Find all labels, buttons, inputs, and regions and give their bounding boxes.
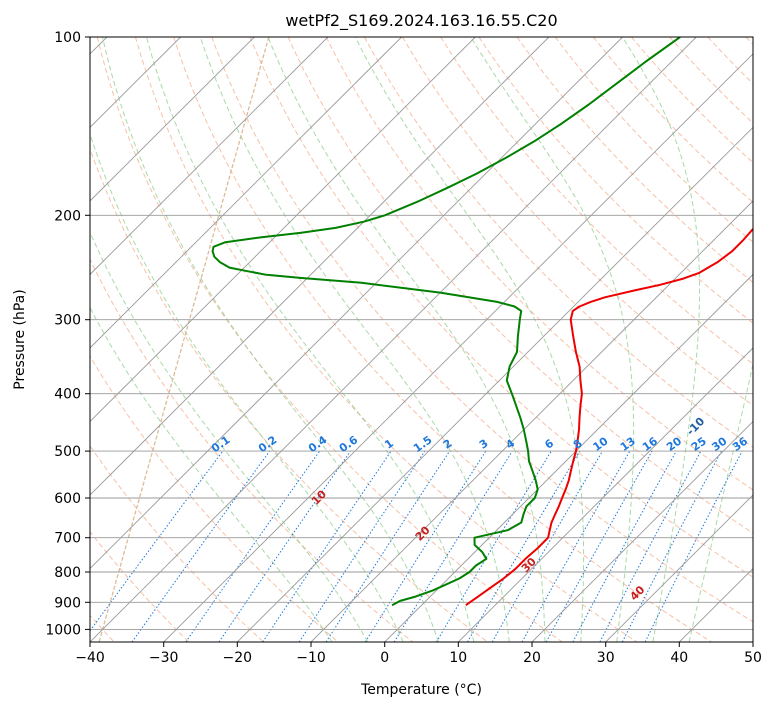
cold-curve-line <box>98 37 270 642</box>
x-tick-label: 30 <box>597 650 615 666</box>
grid-lines <box>90 37 753 642</box>
dry-adiabat-line <box>631 37 753 164</box>
moist-adiabat-line <box>622 37 700 642</box>
isotherm-line <box>384 273 753 642</box>
mixing-ratio-line <box>90 450 224 632</box>
profile-lines <box>211 37 753 607</box>
isotherm-line <box>90 37 476 423</box>
moist-adiabat-line <box>354 37 585 642</box>
y-tick-label: 600 <box>54 491 81 507</box>
isotherm-line <box>310 200 753 642</box>
x-axis-label: Temperature (°C) <box>360 682 482 698</box>
dry-adiabat-line <box>287 37 753 534</box>
x-tick-label: 20 <box>523 650 541 666</box>
isotherm-line <box>90 37 623 570</box>
moist-adiabat-line <box>688 361 753 642</box>
moist-adiabat-line <box>90 132 404 642</box>
x-tick-label: 40 <box>670 650 688 666</box>
y-tick-label: 500 <box>54 444 81 460</box>
dry-adiabat-line <box>440 37 753 365</box>
dry-adiabat-line <box>249 37 753 578</box>
axes: −40 −30 −20 −10 0 10 20 30 40 50 100 200 300 400 500 60… <box>45 30 762 666</box>
isotherm-line <box>90 37 255 202</box>
dry-adiabat-line <box>90 147 488 642</box>
y-tick-label: 100 <box>54 30 81 46</box>
y-tick-label: 700 <box>54 531 81 547</box>
isotherm-line <box>90 37 697 642</box>
isotherm-line <box>605 494 753 642</box>
temperature-profile-line <box>465 227 753 607</box>
chart-title: wetPf2_S169.2024.163.16.55.C20 <box>285 11 557 31</box>
dry-adiabat-line <box>211 37 753 623</box>
moist-adiabat-line <box>90 306 333 642</box>
y-tick-label: 900 <box>54 595 81 611</box>
x-tick-label: −30 <box>149 650 179 666</box>
y-axis-label: Pressure (hPa) <box>12 289 28 389</box>
y-tick-label: 800 <box>54 565 81 581</box>
dry-adiabat-line <box>402 37 753 406</box>
background-lines <box>90 37 753 642</box>
dry-adiabat-line <box>90 258 414 642</box>
dry-adiabat-line <box>173 37 712 642</box>
mixing-ratio-line <box>298 450 426 642</box>
mixing-ratio-line <box>521 450 631 642</box>
mixing-ratio-line <box>621 450 722 642</box>
dry-adiabat-line <box>96 37 563 642</box>
isotherm-line <box>457 347 753 642</box>
moist-adiabat-line <box>90 231 369 642</box>
x-tick-label: 10 <box>449 650 467 666</box>
moist-adiabat-line <box>102 37 439 642</box>
mixing-ratio-line <box>644 450 743 642</box>
moist-adiabat-line <box>267 37 546 642</box>
isotherm-line <box>531 420 753 642</box>
mixing-ratio-line <box>185 450 321 642</box>
isotherm-line <box>163 53 753 642</box>
x-tick-label: 0 <box>380 650 389 666</box>
mixing-ratio-line <box>545 450 653 642</box>
dry-adiabat-line <box>90 445 264 642</box>
isotherm-line <box>236 126 753 642</box>
mixing-ratio-line <box>131 450 271 642</box>
mixing-ratio-line <box>364 450 487 642</box>
dry-adiabat-line <box>134 37 638 642</box>
y-tick-label: 300 <box>54 313 81 329</box>
mixing-ratio-line <box>393 450 513 642</box>
y-tick-label: 1000 <box>45 622 81 638</box>
x-tick-label: 50 <box>744 650 762 666</box>
dry-adiabat-line <box>516 37 753 284</box>
mixing-ratio-line <box>435 450 552 642</box>
isotherm-line <box>90 37 402 349</box>
dry-adiabat-line <box>325 37 753 491</box>
x-tick-label: −20 <box>223 650 253 666</box>
mixing-ratio-line <box>262 450 392 642</box>
moist-adiabat-line <box>470 37 635 642</box>
mixing-ratio-line <box>218 450 351 642</box>
mixing-ratio-line <box>572 450 677 642</box>
moist-adiabat-line <box>146 37 475 642</box>
plot-frame <box>89 36 754 643</box>
y-tick-label: 200 <box>54 208 81 224</box>
mixing-ratio-line <box>325 450 451 642</box>
dry-adiabat-line <box>90 355 339 642</box>
isotherm-line <box>90 37 329 276</box>
isotherm-line <box>90 37 550 496</box>
x-tick-label: −10 <box>296 650 326 666</box>
mixing-ratio-line <box>599 450 702 642</box>
dry-adiabat-line <box>554 37 753 243</box>
dewpoint-profile-line <box>211 37 681 607</box>
y-tick-label: 400 <box>54 387 81 403</box>
x-tick-label: −40 <box>75 650 105 666</box>
